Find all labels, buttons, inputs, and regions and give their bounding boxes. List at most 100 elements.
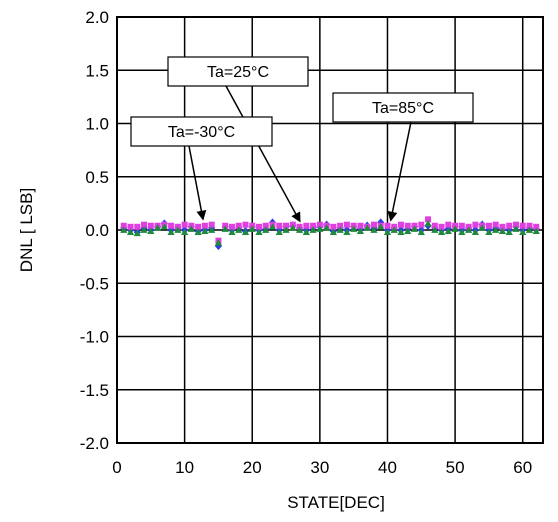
data-point	[512, 225, 520, 232]
data-point	[370, 221, 377, 228]
data-point	[370, 226, 378, 233]
data-point	[201, 227, 209, 234]
data-point	[275, 228, 283, 236]
y-tick-label: 1.5	[85, 61, 109, 80]
data-point	[485, 222, 492, 229]
data-point	[295, 226, 304, 233]
data-point	[330, 223, 337, 230]
data-point	[208, 221, 215, 228]
data-point	[268, 223, 277, 230]
annotation-box	[332, 92, 474, 123]
x-tick-label: 40	[378, 458, 397, 477]
data-point	[140, 226, 148, 233]
data-point	[195, 223, 202, 230]
data-point	[383, 228, 392, 236]
data-point	[289, 224, 297, 231]
data-point	[418, 221, 425, 228]
data-point	[444, 227, 452, 234]
data-point	[336, 226, 344, 233]
data-point	[410, 225, 419, 232]
data-point	[492, 221, 499, 228]
data-point	[120, 226, 128, 233]
y-tick-labels: 2.0 1.5 1.0 0.5 0.0 -0.5 -1.0 -1.5 -2.0	[80, 8, 109, 453]
data-point	[431, 222, 438, 229]
data-point	[235, 222, 242, 229]
data-point	[417, 228, 425, 236]
data-point	[228, 228, 236, 236]
annotation-callout: Ta=25°C	[167, 56, 309, 223]
data-point	[127, 223, 134, 230]
y-tick-label: 2.0	[85, 8, 109, 27]
data-point	[356, 227, 365, 234]
data-point	[506, 222, 513, 229]
data-point	[147, 227, 155, 234]
data-point	[282, 226, 290, 233]
data-point	[438, 223, 445, 230]
data-point	[398, 221, 404, 228]
data-point	[465, 226, 473, 233]
data-point	[276, 222, 283, 229]
data-point	[533, 223, 540, 230]
data-point	[472, 221, 479, 228]
data-point	[316, 225, 324, 232]
data-point	[519, 222, 526, 229]
data-point	[153, 224, 162, 231]
data-point	[485, 228, 493, 236]
data-point	[424, 220, 432, 227]
data-point	[174, 226, 182, 233]
data-point	[498, 227, 507, 234]
data-point	[228, 223, 235, 230]
data-point	[134, 223, 141, 230]
data-point	[167, 228, 175, 236]
data-point	[343, 221, 350, 228]
x-tick-labels: 0 10 20 30 40 50 60	[112, 458, 532, 477]
annotations: Ta=25°C Ta=-30°C Ta=85°C	[130, 56, 474, 223]
annotation-label: Ta=85°C	[372, 100, 434, 117]
data-point	[303, 222, 310, 229]
y-axis-title: DNL [ LSB]	[17, 188, 36, 272]
x-tick-label: 30	[310, 458, 329, 477]
annotation-box	[167, 56, 309, 87]
data-point	[458, 228, 466, 236]
annotation-label: Ta=-30°C	[168, 124, 235, 141]
data-point	[147, 222, 154, 229]
data-point	[526, 222, 533, 229]
annotation-arrow	[225, 85, 301, 223]
data-point	[235, 226, 243, 233]
data-point	[404, 222, 411, 229]
annotation-arrow	[387, 121, 412, 222]
data-point	[431, 226, 439, 233]
y-tick-label: -0.5	[80, 274, 109, 293]
data-point	[445, 221, 452, 228]
data-point	[187, 225, 195, 232]
data-point	[499, 223, 506, 230]
data-point	[357, 222, 364, 229]
data-point	[512, 221, 519, 228]
data-point	[194, 228, 202, 236]
data-point	[255, 228, 263, 236]
data-point	[390, 226, 398, 233]
data-point	[248, 225, 256, 232]
data-point	[181, 228, 189, 236]
y-tick-label: -1.0	[80, 328, 109, 347]
data-point	[425, 216, 432, 223]
y-tick-label: 1.0	[85, 115, 109, 134]
data-point	[256, 223, 262, 230]
data-point	[505, 228, 513, 236]
data-point	[343, 228, 351, 236]
series-layer	[120, 216, 540, 251]
data-point	[532, 227, 540, 234]
y-tick-label: -1.5	[80, 381, 109, 400]
annotation-arrow	[188, 145, 207, 221]
annotation-callout: Ta=-30°C	[130, 116, 273, 221]
data-point	[437, 228, 446, 236]
data-point	[133, 229, 141, 237]
data-point	[141, 221, 148, 228]
data-point	[492, 226, 500, 233]
series-triangle	[120, 220, 540, 246]
x-axis-title: STATE[DEC]	[287, 493, 385, 512]
data-point	[316, 221, 323, 228]
data-point	[337, 222, 344, 229]
data-point	[262, 226, 270, 233]
